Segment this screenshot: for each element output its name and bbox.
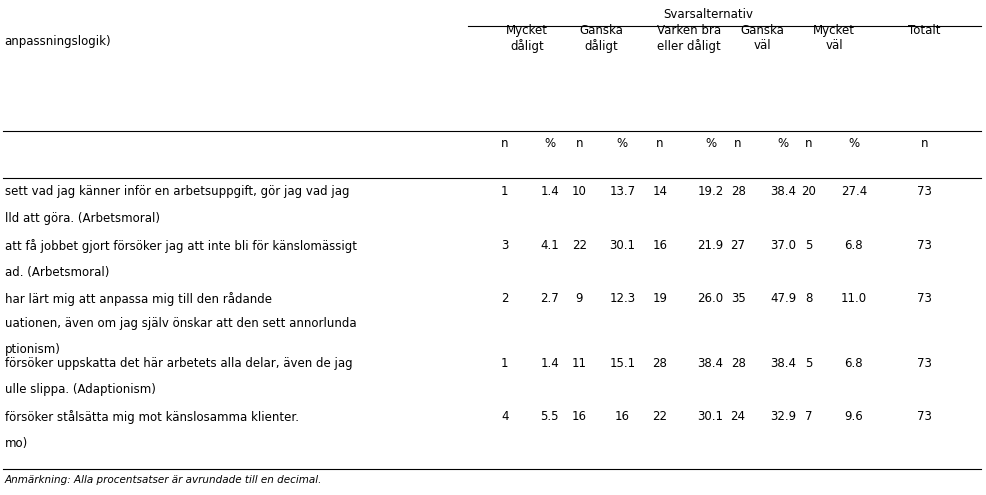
Text: 14: 14 xyxy=(652,185,668,198)
Text: %: % xyxy=(544,137,555,150)
Text: 2.7: 2.7 xyxy=(540,292,559,304)
Text: 11.0: 11.0 xyxy=(841,292,867,304)
Text: Anmärkning: Alla procentsatser är avrundade till en decimal.: Anmärkning: Alla procentsatser är avrund… xyxy=(5,475,322,485)
Text: 4: 4 xyxy=(501,410,509,423)
Text: 16: 16 xyxy=(572,410,587,423)
Text: 1.4: 1.4 xyxy=(540,357,559,370)
Text: 73: 73 xyxy=(917,410,932,423)
Text: 10: 10 xyxy=(572,185,587,198)
Text: 24: 24 xyxy=(731,410,745,423)
Text: sett vad jag känner inför en arbetsuppgift, gör jag vad jag: sett vad jag känner inför en arbetsuppgi… xyxy=(5,185,349,198)
Text: 8: 8 xyxy=(805,292,812,304)
Text: 37.0: 37.0 xyxy=(770,239,797,252)
Text: 73: 73 xyxy=(917,357,932,370)
Text: 38.4: 38.4 xyxy=(698,357,724,370)
Text: Varken bra
eller dåligt: Varken bra eller dåligt xyxy=(657,24,721,53)
Text: uationen, även om jag själv önskar att den sett annorlunda: uationen, även om jag själv önskar att d… xyxy=(5,317,356,330)
Text: 12.3: 12.3 xyxy=(609,292,636,304)
Text: 9.6: 9.6 xyxy=(844,410,863,423)
Text: 5: 5 xyxy=(805,357,812,370)
Text: 5.5: 5.5 xyxy=(540,410,559,423)
Text: Svarsalternativ: Svarsalternativ xyxy=(664,8,753,21)
Text: ptionism): ptionism) xyxy=(5,343,60,356)
Text: 26.0: 26.0 xyxy=(698,292,724,304)
Text: 11: 11 xyxy=(572,357,587,370)
Text: 32.9: 32.9 xyxy=(770,410,797,423)
Text: lld att göra. (Arbetsmoral): lld att göra. (Arbetsmoral) xyxy=(5,212,160,225)
Text: 3: 3 xyxy=(501,239,509,252)
Text: 22: 22 xyxy=(652,410,668,423)
Text: n: n xyxy=(576,137,583,150)
Text: n: n xyxy=(656,137,664,150)
Text: Totalt: Totalt xyxy=(908,24,941,37)
Text: försöker uppskatta det här arbetets alla delar, även de jag: försöker uppskatta det här arbetets alla… xyxy=(5,357,352,370)
Text: 7: 7 xyxy=(805,410,812,423)
Text: n: n xyxy=(921,137,928,150)
Text: 22: 22 xyxy=(572,239,587,252)
Text: 9: 9 xyxy=(576,292,583,304)
Text: 20: 20 xyxy=(802,185,816,198)
Text: 15.1: 15.1 xyxy=(609,357,636,370)
Text: försöker stålsätta mig mot känslosamma klienter.: försöker stålsätta mig mot känslosamma k… xyxy=(5,410,299,424)
Text: 4.1: 4.1 xyxy=(540,239,559,252)
Text: 73: 73 xyxy=(917,239,932,252)
Text: 73: 73 xyxy=(917,185,932,198)
Text: 1: 1 xyxy=(501,357,509,370)
Text: 30.1: 30.1 xyxy=(609,239,635,252)
Text: 30.1: 30.1 xyxy=(698,410,724,423)
Text: mo): mo) xyxy=(5,437,28,450)
Text: 35: 35 xyxy=(731,292,745,304)
Text: 16: 16 xyxy=(652,239,668,252)
Text: 2: 2 xyxy=(501,292,509,304)
Text: 19: 19 xyxy=(652,292,668,304)
Text: %: % xyxy=(617,137,628,150)
Text: 6.8: 6.8 xyxy=(844,239,863,252)
Text: har lärt mig att anpassa mig till den rådande: har lärt mig att anpassa mig till den rå… xyxy=(5,292,272,305)
Text: att få jobbet gjort försöker jag att inte bli för känslomässigt: att få jobbet gjort försöker jag att int… xyxy=(5,239,357,252)
Text: n: n xyxy=(501,137,509,150)
Text: 73: 73 xyxy=(917,292,932,304)
Text: 21.9: 21.9 xyxy=(697,239,724,252)
Text: ad. (Arbetsmoral): ad. (Arbetsmoral) xyxy=(5,265,109,279)
Text: 5: 5 xyxy=(805,239,812,252)
Text: n: n xyxy=(735,137,741,150)
Text: ulle slippa. (Adaptionism): ulle slippa. (Adaptionism) xyxy=(5,384,156,396)
Text: %: % xyxy=(778,137,789,150)
Text: 28: 28 xyxy=(731,357,745,370)
Text: 47.9: 47.9 xyxy=(770,292,797,304)
Text: Ganska
dåligt: Ganska dåligt xyxy=(579,24,623,53)
Text: 38.4: 38.4 xyxy=(770,185,797,198)
Text: 1: 1 xyxy=(501,185,509,198)
Text: %: % xyxy=(705,137,716,150)
Text: 13.7: 13.7 xyxy=(609,185,636,198)
Text: 1.4: 1.4 xyxy=(540,185,559,198)
Text: 16: 16 xyxy=(615,410,630,423)
Text: Mycket
väl: Mycket väl xyxy=(813,24,855,52)
Text: 28: 28 xyxy=(652,357,668,370)
Text: anpassningslogik): anpassningslogik) xyxy=(5,35,111,48)
Text: Ganska
väl: Ganska väl xyxy=(740,24,785,52)
Text: %: % xyxy=(848,137,860,150)
Text: 19.2: 19.2 xyxy=(697,185,724,198)
Text: 27: 27 xyxy=(731,239,745,252)
Text: 38.4: 38.4 xyxy=(770,357,797,370)
Text: 27.4: 27.4 xyxy=(841,185,867,198)
Text: Mycket
dåligt: Mycket dåligt xyxy=(507,24,548,53)
Text: n: n xyxy=(805,137,812,150)
Text: 6.8: 6.8 xyxy=(844,357,863,370)
Text: 28: 28 xyxy=(731,185,745,198)
